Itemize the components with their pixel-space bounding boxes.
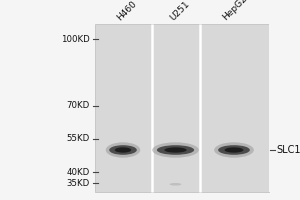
Text: H460: H460 (116, 0, 139, 22)
Text: 100KD: 100KD (61, 35, 90, 44)
Text: 40KD: 40KD (67, 168, 90, 177)
Bar (94, 24, 268, 192)
Ellipse shape (214, 142, 254, 158)
Text: 70KD: 70KD (67, 101, 90, 110)
Ellipse shape (109, 145, 137, 155)
Bar (0, 0, 94, 200)
Ellipse shape (106, 142, 140, 158)
Text: SLC1A5: SLC1A5 (276, 145, 300, 155)
Ellipse shape (169, 183, 181, 186)
Text: 55KD: 55KD (67, 134, 90, 143)
Ellipse shape (164, 147, 187, 153)
Ellipse shape (152, 142, 199, 158)
Ellipse shape (218, 145, 250, 155)
Text: U251: U251 (168, 0, 191, 22)
Ellipse shape (224, 147, 244, 153)
Bar (268, 24, 300, 192)
Text: 35KD: 35KD (67, 179, 90, 188)
Ellipse shape (157, 145, 194, 155)
Text: HepG2: HepG2 (220, 0, 249, 22)
Ellipse shape (115, 147, 131, 153)
